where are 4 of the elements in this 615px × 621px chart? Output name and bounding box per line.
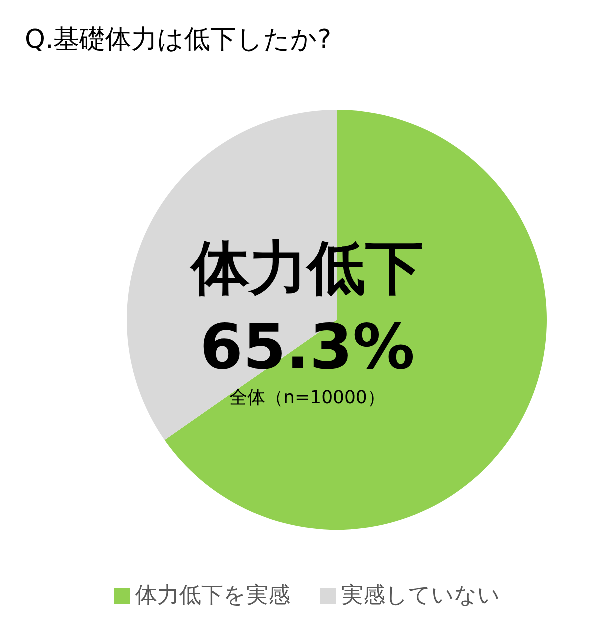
chart-title: Q.基礎体力は低下したか? [25, 25, 332, 55]
text: 全体（n=10000） [230, 388, 386, 408]
legend-label: 実感していない [342, 584, 500, 608]
legend-label: 体力低下を実感 [136, 584, 290, 608]
